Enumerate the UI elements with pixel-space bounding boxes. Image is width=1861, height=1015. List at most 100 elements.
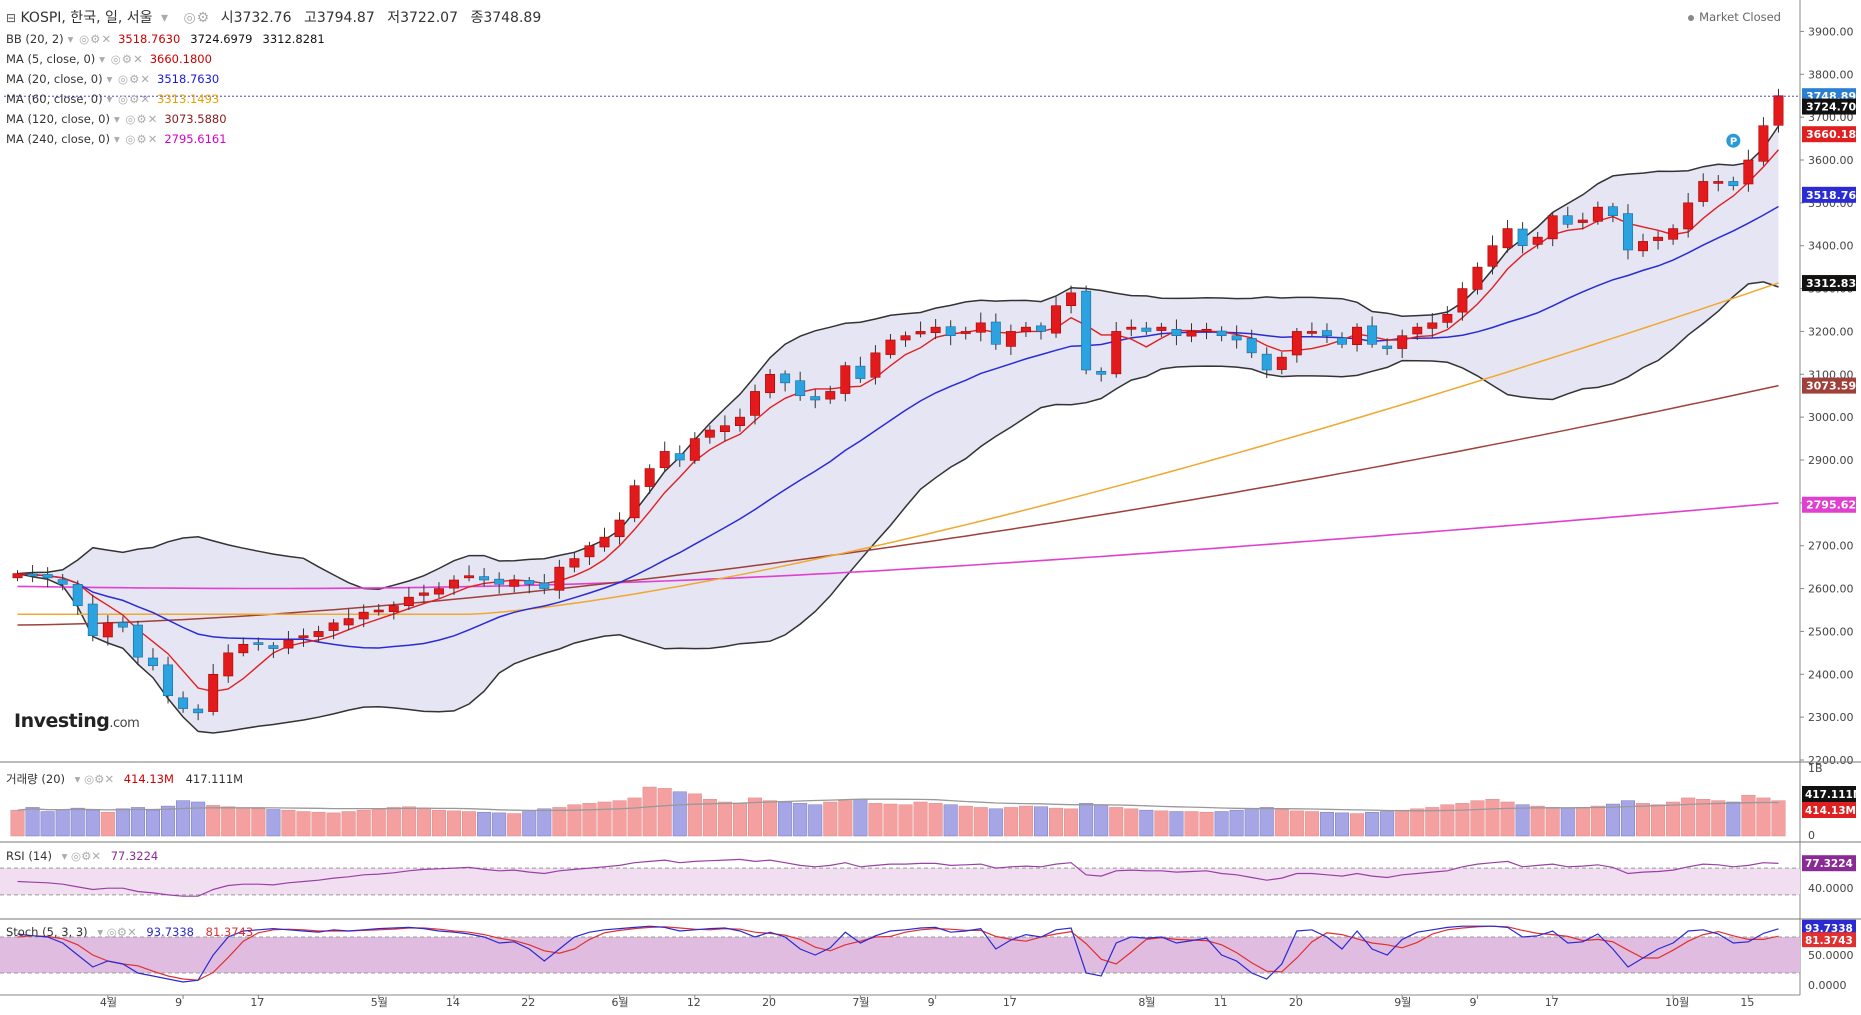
volume-bar bbox=[552, 807, 567, 837]
candle-up bbox=[1020, 326, 1031, 333]
stoch-k-tag bbox=[1802, 919, 1856, 935]
stoch-d-value: 81.3743 bbox=[205, 925, 254, 939]
ma240-line bbox=[17, 502, 1779, 590]
candle-up bbox=[1487, 245, 1498, 267]
stoch-controls-icon[interactable]: ▾ ◎⚙✕ bbox=[97, 925, 137, 939]
volume-tag bbox=[1802, 786, 1856, 802]
candle-down bbox=[855, 365, 866, 379]
volume-bar bbox=[130, 807, 145, 837]
candle-up bbox=[1291, 331, 1302, 356]
candle-up bbox=[1638, 241, 1648, 252]
volume-bar bbox=[1756, 797, 1771, 837]
candle-down bbox=[163, 664, 173, 697]
indicator-controls-icon[interactable]: ▾ ◎⚙✕ bbox=[99, 52, 144, 66]
candle-up bbox=[1653, 236, 1664, 241]
price-tag-label: 3312.83 bbox=[1806, 277, 1856, 290]
bollinger-lower-line bbox=[17, 281, 1779, 734]
x-tick-label: 10월 bbox=[1665, 996, 1689, 1009]
candle-up bbox=[1743, 159, 1754, 185]
y-tick-label: 3900.00 bbox=[1808, 25, 1854, 38]
rsi-tick-label: 40.0000 bbox=[1808, 882, 1854, 895]
collapse-icon[interactable]: ⊟ bbox=[6, 11, 17, 25]
volume-bar bbox=[793, 803, 808, 837]
indicator-controls-icon[interactable]: ▾ ◎⚙✕ bbox=[113, 112, 159, 126]
candle-up bbox=[599, 536, 610, 548]
volume-bar bbox=[1350, 813, 1365, 837]
volume-bar bbox=[507, 813, 522, 837]
candle-up bbox=[735, 416, 745, 427]
indicator-controls-icon[interactable]: ▾ ◎⚙✕ bbox=[106, 92, 152, 106]
volume-label: 거래량 (20) bbox=[6, 772, 66, 786]
status-dot-icon bbox=[1688, 14, 1695, 21]
indicator-legend-row[interactable]: MA (60, close, 0) ▾ ◎⚙✕ 3313.1493 bbox=[6, 92, 229, 106]
candle-down bbox=[1367, 325, 1378, 345]
investing-logo: Investing.com bbox=[14, 710, 140, 732]
candle-down bbox=[494, 578, 505, 585]
x-tick-label: 22 bbox=[521, 996, 535, 1009]
candle-up bbox=[1592, 206, 1603, 222]
volume-controls-icon[interactable]: ▾ ◎⚙✕ bbox=[74, 772, 115, 786]
indicator-controls-icon[interactable]: ▾ ◎⚙✕ bbox=[106, 72, 152, 86]
x-tick-label: 9 bbox=[928, 996, 935, 1009]
candle-up bbox=[1698, 181, 1709, 202]
candle-up bbox=[509, 579, 520, 587]
candle-up bbox=[1577, 219, 1588, 223]
volume-bar bbox=[1229, 809, 1244, 837]
indicator-legend-row[interactable]: MA (20, close, 0) ▾ ◎⚙✕ 3518.7630 bbox=[6, 72, 229, 86]
volume-bar bbox=[1018, 805, 1033, 837]
indicator-label: MA (60, close, 0) bbox=[6, 92, 103, 106]
series-controls-icon[interactable]: ◎⚙ bbox=[183, 10, 211, 26]
indicator-legend-row[interactable]: MA (5, close, 0) ▾ ◎⚙✕ 3660.1800 bbox=[6, 52, 222, 66]
candle-up bbox=[1472, 266, 1483, 290]
candle-down bbox=[87, 603, 98, 637]
volume-bar bbox=[973, 807, 988, 837]
y-tick-label: 3600.00 bbox=[1808, 154, 1854, 167]
y-tick-label: 2500.00 bbox=[1808, 625, 1854, 638]
volume-bar bbox=[1169, 811, 1184, 837]
chevron-down-icon[interactable]: ▾ bbox=[160, 10, 169, 26]
indicator-controls-icon[interactable]: ▾ ◎⚙✕ bbox=[67, 32, 113, 46]
y-tick-label: 2400.00 bbox=[1808, 668, 1854, 681]
volume-bar bbox=[1560, 807, 1575, 837]
indicator-legend-row[interactable]: MA (240, close, 0) ▾ ◎⚙✕ 2795.6161 bbox=[6, 132, 237, 146]
volume-bar bbox=[522, 811, 537, 837]
volume-bar bbox=[1681, 797, 1696, 837]
ma5-line bbox=[17, 149, 1780, 693]
indicator-label: MA (120, close, 0) bbox=[6, 112, 110, 126]
indicator-controls-icon[interactable]: ▾ ◎⚙✕ bbox=[113, 132, 159, 146]
indicator-legend-row[interactable]: BB (20, 2) ▾ ◎⚙✕ 3518.7630 3724.6979 3312.82… bbox=[6, 32, 335, 46]
volume-bar bbox=[55, 809, 70, 837]
price-tag-label: 3073.59 bbox=[1806, 380, 1856, 393]
indicator-label: MA (20, close, 0) bbox=[6, 72, 103, 86]
volume-bar bbox=[1124, 808, 1139, 837]
candle-down bbox=[1623, 213, 1633, 251]
candle-up bbox=[569, 558, 580, 568]
volume-ma-line bbox=[17, 798, 1779, 812]
volume-bar bbox=[657, 788, 672, 837]
volume-bar bbox=[778, 801, 793, 837]
low-label: 저 bbox=[387, 10, 401, 26]
candle-up bbox=[358, 611, 369, 620]
x-tick-label: 17 bbox=[1003, 996, 1017, 1009]
volume-bar bbox=[958, 805, 973, 837]
candle-down bbox=[57, 579, 68, 585]
y-tick-label: 2300.00 bbox=[1808, 711, 1854, 724]
volume-bar bbox=[251, 808, 266, 837]
rsi-controls-icon[interactable]: ▾ ◎⚙✕ bbox=[61, 849, 102, 863]
candle-up bbox=[1306, 331, 1317, 334]
pivot-marker-icon bbox=[1726, 133, 1741, 148]
candle-up bbox=[614, 519, 625, 538]
candle-down bbox=[1096, 370, 1107, 375]
indicator-value: 3073.5880 bbox=[164, 112, 227, 126]
volume-bar bbox=[1184, 811, 1199, 837]
candle-up bbox=[1352, 326, 1363, 346]
volume-bar bbox=[1033, 806, 1049, 837]
volume-value-2: 417.111M bbox=[185, 772, 244, 786]
candle-up bbox=[1773, 95, 1784, 126]
bollinger-band-fill bbox=[17, 126, 1779, 733]
volume-legend: 거래량 (20) ▾ ◎⚙✕ 414.13M 417.111M bbox=[6, 771, 243, 787]
indicator-legend-row[interactable]: MA (120, close, 0) ▾ ◎⚙✕ 3073.5880 bbox=[6, 112, 237, 126]
volume-bar bbox=[1545, 807, 1560, 837]
candle-down bbox=[72, 583, 83, 607]
